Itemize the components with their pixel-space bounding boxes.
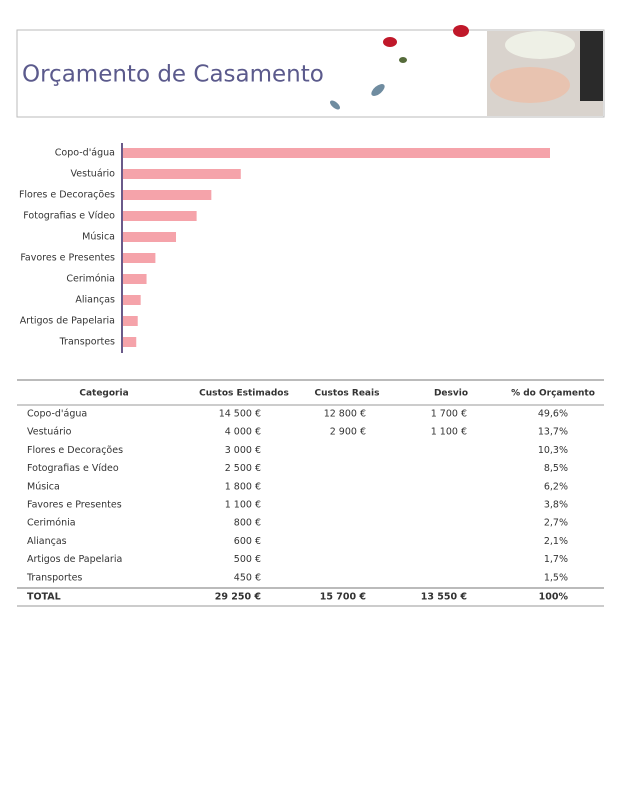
category-label: Alianças	[75, 295, 115, 306]
row-label: Transportes	[26, 572, 82, 583]
row-label: Favores e Presentes	[27, 500, 122, 511]
category-label: Favores e Presentes	[20, 253, 115, 264]
photo-suit	[580, 31, 603, 101]
row-label: Artigos de Papelaria	[27, 554, 122, 565]
cell: 12 800 €	[324, 409, 366, 420]
cell: 2 500 €	[225, 463, 261, 474]
cell: 3,8%	[544, 500, 568, 511]
category-label: Música	[82, 232, 115, 243]
row-label: Vestuário	[27, 427, 72, 438]
bar	[123, 169, 241, 179]
petal	[383, 37, 397, 47]
row-label: Flores e Decorações	[27, 445, 123, 456]
bar	[123, 274, 147, 284]
row-label: Música	[27, 481, 60, 492]
cell: 2,1%	[544, 536, 568, 547]
cell: 1 100 €	[225, 500, 261, 511]
cell: 8,5%	[544, 463, 568, 474]
cell: 10,3%	[538, 445, 568, 456]
cell: 1,7%	[544, 554, 568, 565]
cell: 800 €	[234, 518, 261, 529]
leaf	[371, 84, 385, 96]
column-header: % do Orçamento	[511, 389, 595, 399]
cell: 1 700 €	[431, 409, 467, 420]
bar	[123, 295, 141, 305]
column-header: Desvio	[434, 389, 468, 399]
bar	[123, 316, 138, 326]
leaf	[330, 100, 340, 110]
row-label: Fotografias e Vídeo	[27, 463, 119, 474]
cell: 500 €	[234, 554, 261, 565]
photo-flowers	[505, 31, 575, 59]
column-header: Custos Reais	[315, 389, 380, 399]
category-label: Transportes	[59, 337, 115, 348]
category-label: Vestuário	[71, 169, 116, 180]
row-label: Copo-d'água	[27, 409, 87, 420]
category-label: Cerimónia	[66, 274, 115, 285]
bar	[123, 337, 137, 347]
cell: 2 900 €	[330, 427, 366, 438]
column-header: Categoria	[79, 389, 128, 399]
cell: 1 100 €	[431, 427, 467, 438]
bar	[123, 253, 156, 263]
cell: 6,2%	[544, 481, 568, 492]
petal	[453, 25, 469, 37]
leaf	[399, 57, 407, 63]
cell: 49,6%	[538, 409, 568, 420]
cell: 13,7%	[538, 427, 568, 438]
row-label: Cerimónia	[27, 518, 76, 529]
category-label: Fotografias e Vídeo	[23, 211, 115, 222]
bar	[123, 211, 197, 221]
title: Orçamento de Casamento	[22, 62, 324, 88]
column-header: Custos Estimados	[199, 389, 289, 399]
cell: 14 500 €	[219, 409, 261, 420]
cell: 15 700 €	[320, 592, 366, 603]
bar	[123, 190, 212, 200]
cell: 600 €	[234, 536, 261, 547]
cell: 3 000 €	[225, 445, 261, 456]
cell: 2,7%	[544, 518, 568, 529]
category-label: Artigos de Papelaria	[20, 316, 115, 327]
category-label: Flores e Decorações	[19, 190, 115, 201]
photo-hands	[490, 67, 570, 103]
cell: 29 250 €	[215, 592, 261, 603]
row-label: Alianças	[27, 536, 67, 547]
row-label: TOTAL	[27, 592, 61, 603]
cell: 1,5%	[544, 572, 568, 583]
cell: 100%	[539, 592, 569, 603]
cell: 1 800 €	[225, 481, 261, 492]
category-label: Copo-d'água	[55, 148, 115, 159]
bar	[123, 148, 550, 158]
cell: 4 000 €	[225, 427, 261, 438]
cell: 13 550 €	[421, 592, 467, 603]
cell: 450 €	[234, 572, 261, 583]
bar	[123, 232, 177, 242]
